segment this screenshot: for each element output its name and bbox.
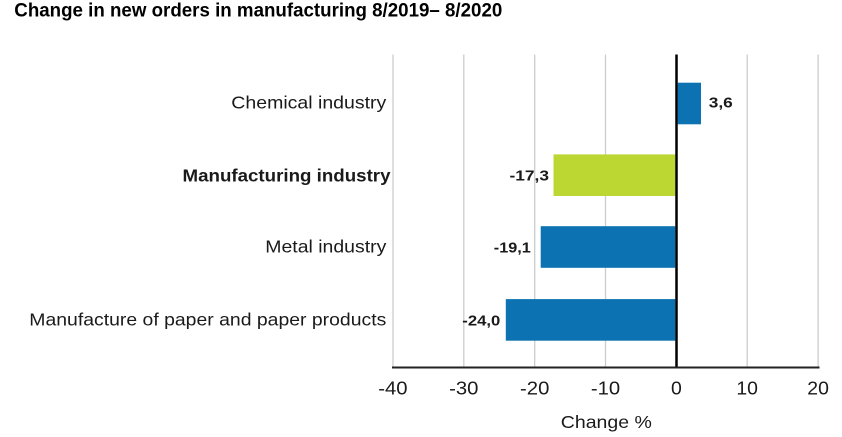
svg-text:20: 20 xyxy=(807,379,829,399)
svg-text:Change in new orders in manufa: Change in new orders in manufacturing 8/… xyxy=(14,0,502,21)
svg-text:-17,3: -17,3 xyxy=(510,169,550,185)
svg-text:-24,0: -24,0 xyxy=(462,314,500,330)
svg-text:0: 0 xyxy=(671,379,682,399)
svg-text:Change %: Change % xyxy=(561,412,652,432)
svg-text:Manufacture of paper and paper: Manufacture of paper and paper products xyxy=(29,310,386,330)
svg-text:-19,1: -19,1 xyxy=(494,240,531,256)
svg-text:-10: -10 xyxy=(591,379,620,399)
svg-text:-40: -40 xyxy=(378,379,407,399)
svg-text:Metal industry: Metal industry xyxy=(265,236,386,256)
svg-text:-30: -30 xyxy=(449,379,478,399)
svg-text:Manufacturing industry: Manufacturing industry xyxy=(183,165,391,185)
svg-text:3,6: 3,6 xyxy=(709,96,733,112)
svg-text:-20: -20 xyxy=(520,379,549,399)
svg-text:10: 10 xyxy=(736,379,758,399)
svg-text:Chemical industry: Chemical industry xyxy=(231,93,386,113)
